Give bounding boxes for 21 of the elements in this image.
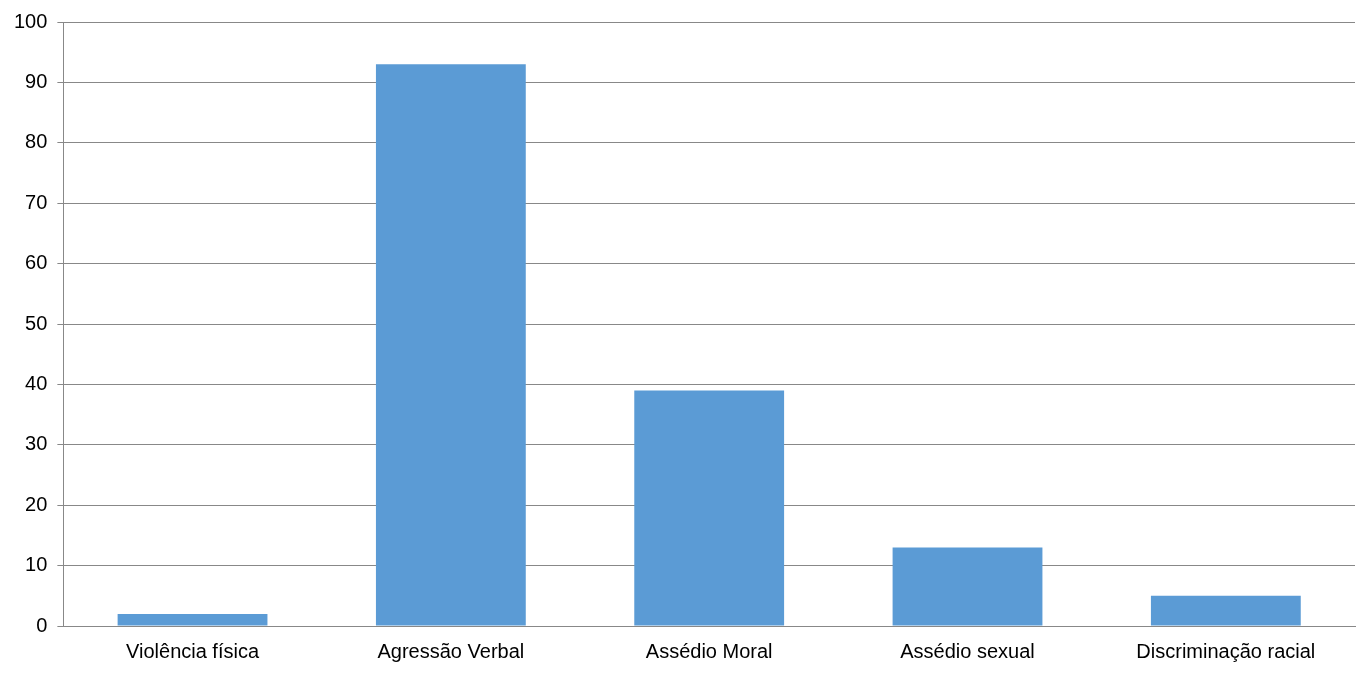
y-tick-label: 40	[25, 371, 48, 394]
x-tick-label: Agressão Verbal	[377, 639, 525, 662]
y-tick-label: 100	[13, 9, 48, 32]
bar	[634, 390, 785, 626]
y-tick-label: 70	[25, 190, 48, 213]
x-tick-label: Violência física	[126, 639, 260, 662]
y-tick-label: 50	[25, 311, 48, 334]
y-tick-label: 80	[25, 130, 48, 153]
bar	[117, 613, 268, 626]
bar	[892, 547, 1043, 626]
y-tick-label: 60	[25, 251, 48, 274]
y-tick-label: 0	[36, 613, 48, 636]
x-tick-label: Discriminação racial	[1136, 639, 1316, 662]
bar	[375, 64, 526, 626]
bar	[1150, 595, 1301, 626]
y-tick-label: 20	[25, 492, 48, 515]
y-tick-label: 30	[25, 432, 48, 455]
x-tick-label: Assédio Moral	[645, 639, 773, 662]
y-tick-label: 10	[25, 553, 48, 576]
x-tick-label: Assédio sexual	[900, 639, 1035, 662]
y-tick-label: 90	[25, 69, 48, 92]
